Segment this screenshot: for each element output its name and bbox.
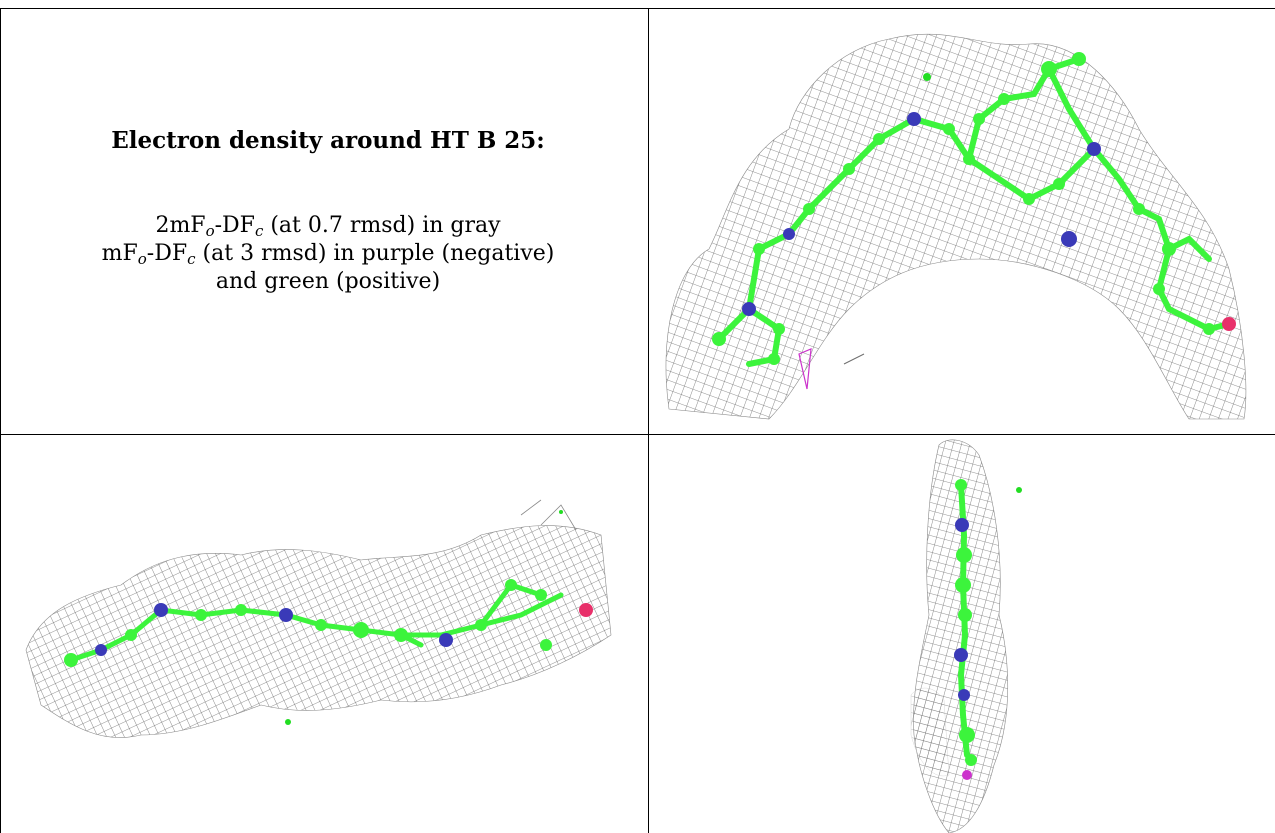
table-column-divider [648, 8, 649, 833]
ligand-bonds [957, 482, 970, 758]
density-mesh-image-side [25, 499, 612, 738]
caption-cell: Electron density around HT B 25: 2mFo-DF… [8, 9, 648, 434]
caption-line-2: mFo-DFc (at 3 rmsd) in purple (negative) [101, 241, 555, 268]
table-row-divider [0, 434, 1275, 435]
density-mesh-image-top [665, 33, 1247, 420]
caption-line-1: 2mFo-DFc (at 0.7 rmsd) in gray [155, 213, 501, 240]
caption-body: 2mFo-DFc (at 0.7 rmsd) in gray mFo-DFc (… [8, 212, 648, 296]
table-border-left [0, 8, 1, 833]
negative-density-blob [798, 348, 812, 390]
ligand-atoms [64, 510, 593, 725]
table-border-top [0, 8, 1275, 9]
density-view-side [1, 435, 648, 833]
density-mesh-image-end [910, 439, 1022, 833]
caption-line-3: and green (positive) [215, 269, 441, 294]
ligand-atoms [712, 52, 1236, 365]
mesh-side-fragment [910, 687, 950, 777]
caption-title: Electron density around HT B 25: [111, 127, 545, 154]
mesh-envelope [665, 33, 1247, 420]
density-view-top [649, 9, 1275, 434]
density-view-end [649, 435, 1275, 833]
mesh-envelope [25, 525, 612, 738]
ligand-atoms [954, 479, 1022, 780]
